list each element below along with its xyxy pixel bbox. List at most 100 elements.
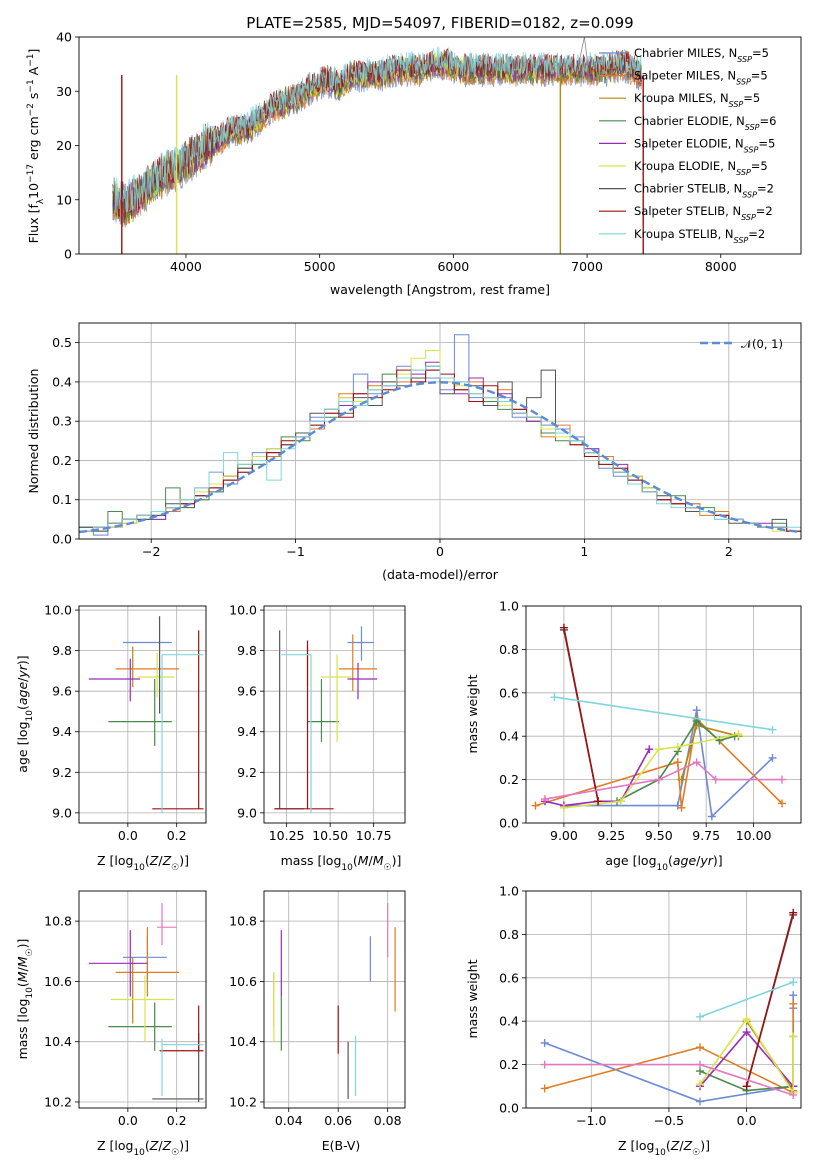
mass-vs-ebv-ytick-label: 10.6 bbox=[229, 974, 257, 989]
weight-marker bbox=[540, 1084, 549, 1093]
residuals-axes: −2 −1 0 1 2 0.0 0.1 0.2 0.3 0.4 0.5 bbox=[52, 323, 801, 559]
age-vs-mass-axes: 10.25 10.50 10.75 9.0 9.2 9.4 9.6 9.8 10.0 bbox=[229, 603, 405, 843]
spectrum-ytick-label: 40 bbox=[56, 30, 72, 45]
weight-marker bbox=[559, 623, 568, 632]
weight-vs-age-axes: 9.00 9.25 9.50 9.75 10.00 0.0 0.2 0.4 0.6 0.8 1.0 bbox=[499, 599, 801, 843]
weight-vs-Z-xlabel: Z [log10(Z/Z☉)] bbox=[618, 1138, 710, 1158]
mass-vs-ebv-xtick-label: 0.06 bbox=[324, 1113, 352, 1128]
weight-marker bbox=[768, 725, 777, 734]
residuals-ytick-label: 0.1 bbox=[52, 492, 72, 507]
weight-marker bbox=[734, 730, 743, 739]
weight-vs-Z-xtick-label: 0.0 bbox=[737, 1113, 757, 1128]
residuals-xlabel: (data-model)/error bbox=[382, 567, 499, 582]
age-vs-Z-ytick-label: 9.0 bbox=[52, 805, 72, 820]
spectrum-frame bbox=[78, 36, 802, 255]
mass-vs-Z-xtick-label: 0.2 bbox=[167, 1113, 187, 1128]
age-vs-mass-points bbox=[274, 626, 378, 813]
weight-line bbox=[745, 912, 794, 1087]
weight-marker bbox=[789, 908, 798, 917]
legend-label: 𝒩(0, 1) bbox=[741, 337, 783, 351]
residuals-ytick-label: 0.0 bbox=[52, 532, 72, 547]
age-vs-mass-ytick-label: 9.8 bbox=[237, 643, 257, 658]
weight-line bbox=[699, 1017, 794, 1096]
weight-marker bbox=[711, 775, 720, 784]
age-vs-mass-ytick-label: 9.2 bbox=[237, 765, 257, 780]
weight-vs-age-xtick-label: 9.25 bbox=[597, 828, 625, 843]
mass-vs-ebv-points bbox=[273, 903, 396, 1099]
weight-marker bbox=[540, 795, 549, 804]
spectrum-ylabel: Flux [fλ10−17 erg cm−2 s−1 A−1] bbox=[26, 49, 46, 244]
mass-vs-ebv-ytick-label: 10.2 bbox=[229, 1094, 257, 1109]
weight-marker bbox=[696, 1097, 705, 1106]
weight-marker bbox=[778, 799, 787, 808]
age-vs-mass-ytick-label: 10.0 bbox=[229, 603, 257, 618]
residuals-xtick-label: 0 bbox=[436, 544, 444, 559]
weight-marker bbox=[742, 1028, 751, 1037]
weight-vs-age-xtick-label: 9.75 bbox=[692, 828, 720, 843]
weight-vs-age-ytick-label: 0.2 bbox=[499, 772, 519, 787]
weight-marker bbox=[696, 1060, 705, 1069]
age-vs-mass-xlabel: mass [log10(M/M☉)] bbox=[281, 853, 402, 873]
spectrum-legend: Chabrier MILES, NSSP=5 Salpeter MILES, NS… bbox=[599, 46, 776, 244]
weight-vs-Z-ytick-label: 1.0 bbox=[499, 884, 519, 899]
weight-marker bbox=[540, 1038, 549, 1047]
residuals-xtick-label: −2 bbox=[142, 544, 160, 559]
weight-marker bbox=[789, 999, 798, 1008]
weight-marker bbox=[696, 1080, 705, 1089]
age-vs-Z-xlabel: Z [log10(Z/Z☉)] bbox=[97, 853, 189, 873]
figure-title: PLATE=2585, MJD=54097, FIBERID=0182, z=0… bbox=[246, 14, 633, 32]
weight-marker bbox=[550, 693, 559, 702]
spectrum-ytick-label: 20 bbox=[56, 138, 72, 153]
weight-marker bbox=[789, 978, 798, 987]
spectrum-xtick-label: 5000 bbox=[304, 259, 336, 274]
weight-vs-Z-xtick-label: −0.5 bbox=[654, 1113, 684, 1128]
legend-label: Chabrier MILES, NSSP=5 bbox=[634, 46, 769, 64]
weight-line bbox=[563, 627, 599, 802]
legend-label: Salpeter MILES, NSSP=5 bbox=[634, 69, 768, 87]
spectrum-xlabel: wavelength [Angstrom, rest frame] bbox=[330, 282, 550, 297]
mass-vs-ebv-axes: 0.04 0.06 0.08 10.2 10.4 10.6 10.8 bbox=[229, 891, 405, 1128]
weight-vs-age-ytick-label: 1.0 bbox=[499, 599, 519, 614]
residuals-xtick-label: 2 bbox=[725, 544, 733, 559]
age-vs-mass-xtick-label: 10.25 bbox=[269, 828, 305, 843]
weight-marker bbox=[645, 745, 654, 754]
weight-vs-age-xtick-label: 9.00 bbox=[550, 828, 578, 843]
weight-marker bbox=[677, 803, 686, 812]
legend-label: Kroupa STELIB, NSSP=2 bbox=[634, 227, 765, 245]
weight-vs-age-lines bbox=[531, 623, 787, 821]
mass-vs-Z-xlabel: Z [log10(Z/Z☉)] bbox=[97, 1138, 189, 1158]
weight-marker bbox=[778, 775, 787, 784]
age-vs-mass-xtick-label: 10.50 bbox=[312, 828, 348, 843]
residuals-ytick-label: 0.5 bbox=[52, 335, 72, 350]
age-vs-mass-ytick-label: 9.0 bbox=[237, 805, 257, 820]
age-vs-Z-ylabel: age [log10(age/yr)] bbox=[15, 655, 35, 772]
age-vs-Z-ytick-label: 10.0 bbox=[44, 603, 72, 618]
residuals-legend: 𝒩(0, 1) bbox=[700, 337, 783, 351]
weight-vs-Z-ytick-label: 0.6 bbox=[499, 970, 519, 985]
residuals-xtick-label: 1 bbox=[580, 544, 588, 559]
mass-vs-Z-points bbox=[88, 903, 204, 1102]
weight-vs-age-ytick-label: 0.6 bbox=[499, 685, 519, 700]
legend-label: Chabrier ELODIE, NSSP=6 bbox=[634, 114, 776, 132]
weight-vs-Z-lines bbox=[540, 908, 798, 1106]
weight-marker bbox=[696, 1043, 705, 1052]
weight-vs-Z-ytick-label: 0.4 bbox=[499, 1014, 519, 1029]
weight-marker bbox=[531, 801, 540, 810]
weight-marker bbox=[707, 812, 716, 821]
weight-vs-Z-ytick-label: 0.0 bbox=[499, 1101, 519, 1116]
residuals-ytick-label: 0.3 bbox=[52, 414, 72, 429]
mass-vs-ebv-xtick-label: 0.08 bbox=[374, 1113, 402, 1128]
legend-label: Kroupa MILES, NSSP=5 bbox=[634, 91, 760, 109]
gaussian-curve bbox=[79, 381, 801, 534]
age-vs-mass-ytick-label: 9.6 bbox=[237, 684, 257, 699]
age-vs-mass-ytick-label: 9.4 bbox=[237, 724, 257, 739]
weight-vs-age-frame bbox=[525, 605, 802, 824]
weight-marker bbox=[768, 753, 777, 762]
mass-vs-Z-ytick-label: 10.2 bbox=[44, 1094, 72, 1109]
age-vs-Z-xtick-label: 0.2 bbox=[167, 828, 187, 843]
weight-vs-Z-frame bbox=[525, 890, 802, 1109]
weight-line bbox=[554, 696, 773, 731]
residuals-frame bbox=[78, 322, 802, 540]
weight-marker bbox=[559, 803, 568, 812]
mass-vs-Z-xtick-label: 0.0 bbox=[118, 1113, 138, 1128]
